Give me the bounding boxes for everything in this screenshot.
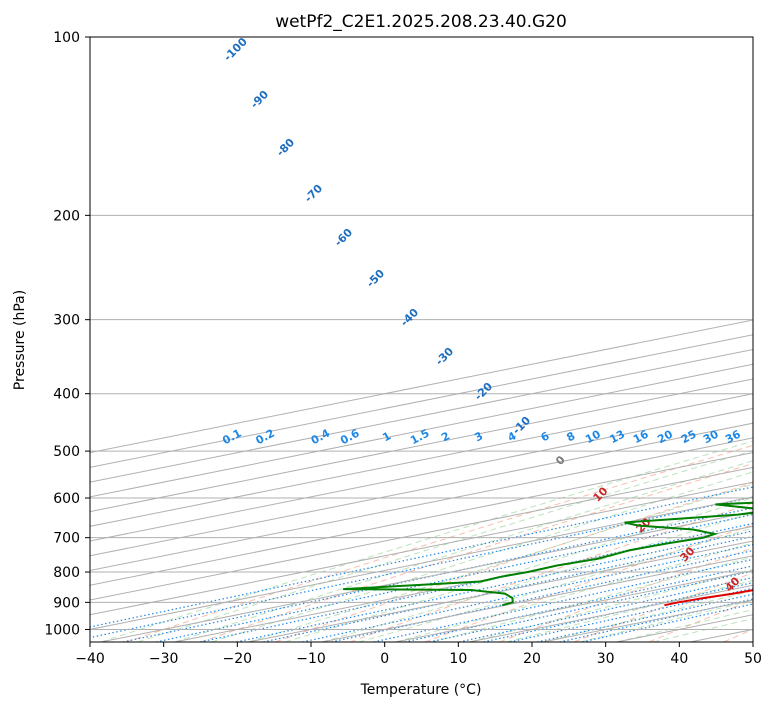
moist-adiabat-line <box>469 568 753 642</box>
background-lines <box>90 440 753 642</box>
mixing-ratio-label: 0.2 <box>253 427 276 448</box>
dewpoint-profile-line <box>343 501 753 607</box>
dry-adiabat-label: -70 <box>302 182 325 205</box>
x-tick-label: 20 <box>523 651 541 667</box>
mixing-ratio-line <box>509 587 753 642</box>
mixing-ratio-label: 0.6 <box>338 426 362 447</box>
dry-adiabat-label: -60 <box>332 226 355 249</box>
mixing-ratio-line <box>582 603 753 642</box>
isotherm-line <box>90 452 753 586</box>
mixing-ratio-label: 6 <box>539 429 552 444</box>
x-tick-label: −10 <box>296 651 326 667</box>
dry-adiabat-label: -80 <box>274 136 297 159</box>
y-tick-label: 200 <box>53 208 80 224</box>
isotherm-line <box>100 511 753 642</box>
x-tick-label: −20 <box>223 651 253 667</box>
mixing-ratio-line <box>90 496 753 639</box>
plot-frame <box>89 36 754 643</box>
dry-adiabat-line <box>648 599 753 642</box>
moist-adiabat-line <box>358 527 753 642</box>
mixing-ratio-label: 0.4 <box>309 426 333 447</box>
moist-adiabat-line <box>616 609 753 642</box>
chart-title: wetPf2_C2E1.2025.208.23.40.G20 <box>275 12 567 32</box>
mixing-ratio-label: 30 <box>701 427 721 446</box>
y-axis-ticks: 100 200 300 400 500 600 700 800 900 1000 <box>44 30 90 638</box>
y-tick-label: 600 <box>53 491 80 507</box>
dry-adiabat-label: -50 <box>364 267 387 290</box>
mixing-ratio-label: 3 <box>472 429 485 444</box>
mixing-ratio-label: 25 <box>679 428 699 447</box>
plot-area: -100-90-80-70-60-50-40-30-20-10010203040… <box>90 35 775 642</box>
x-tick-label: 0 <box>380 651 389 667</box>
moist-adiabat-line <box>432 556 753 642</box>
isotherm-line <box>90 437 753 572</box>
x-tick-label: 40 <box>670 651 688 667</box>
y-tick-label: 400 <box>53 387 80 403</box>
mixing-ratio-labels: 0.1 0.2 0.4 0.6 1 1.5 2 3 4 6 8 10 13 16 20 25 30 36 <box>220 426 743 447</box>
mixing-ratio-label: 2 <box>439 429 452 444</box>
isotherm-line <box>764 37 775 642</box>
mixing-ratio-label: 36 <box>723 427 743 446</box>
isotherm-line <box>248 540 753 642</box>
dry-adiabat-label: -100 <box>221 35 250 64</box>
y-tick-label: 1000 <box>44 622 80 638</box>
moist-adiabat-line <box>248 483 753 642</box>
mixing-ratio-label: 13 <box>607 428 627 447</box>
dry-adiabat-label: 30 <box>678 544 698 564</box>
mixing-ratio-line <box>302 543 753 642</box>
x-tick-label: 10 <box>449 651 467 667</box>
isotherm-line <box>90 334 753 468</box>
mixing-ratio-line <box>331 549 753 642</box>
moist-adiabat-line <box>137 450 753 642</box>
mixing-ratio-line <box>373 558 753 642</box>
moist-adiabat-line <box>395 542 753 642</box>
mixing-ratio-label: 20 <box>655 427 675 446</box>
isotherm-line <box>321 555 753 642</box>
x-tick-label: −40 <box>75 651 105 667</box>
dry-adiabat-line <box>200 463 753 642</box>
y-tick-label: 300 <box>53 313 80 329</box>
y-tick-label: 500 <box>53 444 80 460</box>
dry-adiabat-label: -90 <box>248 88 271 111</box>
dry-adiabat-line <box>424 524 753 642</box>
moist-adiabat-line <box>653 618 753 642</box>
moist-adiabat-line <box>211 471 753 642</box>
isotherm-line <box>616 614 753 642</box>
y-tick-label: 700 <box>53 531 80 547</box>
moist-adiabat-line <box>100 440 753 642</box>
dry-adiabat-line <box>125 444 753 642</box>
y-tick-label: 100 <box>53 30 80 46</box>
isotherm-line <box>395 570 753 642</box>
sounding-profiles <box>343 501 753 607</box>
mixing-ratio-label: 8 <box>564 429 577 444</box>
x-tick-label: 30 <box>597 651 615 667</box>
isotherm-line <box>90 319 753 454</box>
x-tick-label: −30 <box>149 651 179 667</box>
x-tick-label: 50 <box>744 651 762 667</box>
mixing-ratio-label: 16 <box>631 427 651 446</box>
dry-adiabat-label: 10 <box>591 484 611 504</box>
isotherm-line <box>90 496 753 630</box>
mixing-ratio-label: 0.1 <box>220 427 243 448</box>
isotherm-line <box>90 481 753 616</box>
isotherm-line <box>90 466 753 601</box>
y-tick-label: 800 <box>53 565 80 581</box>
y-axis-label: Pressure (hPa) <box>12 290 28 390</box>
dry-adiabat-line <box>349 502 753 642</box>
y-tick-label: 900 <box>53 595 80 611</box>
x-axis-ticks: −40 −30 −20 −10 0 10 20 30 40 50 <box>75 642 762 667</box>
dry-adiabat-label: -40 <box>398 306 421 329</box>
moist-adiabat-line <box>321 511 753 642</box>
moist-adiabat-line <box>174 460 753 642</box>
x-axis-label: Temperature (°C) <box>360 682 482 698</box>
isotherm-line <box>90 422 753 557</box>
dry-adiabat-label: -30 <box>433 345 456 368</box>
mixing-ratio-label: 10 <box>583 427 603 446</box>
dry-adiabat-label: -20 <box>472 380 495 403</box>
